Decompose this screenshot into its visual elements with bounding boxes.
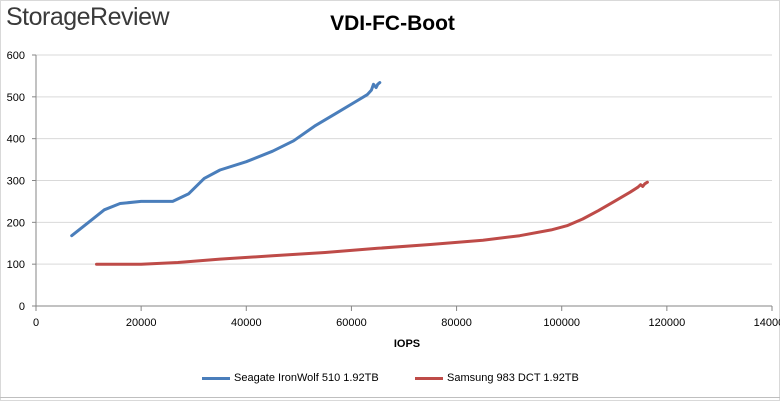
y-tick-label-0: 0 bbox=[19, 301, 25, 313]
gridlines bbox=[36, 54, 772, 265]
y-tick-label-4: 400 bbox=[7, 134, 25, 146]
legend-item-samsung: Samsung 983 DCT 1.92TB bbox=[415, 372, 579, 384]
legend-label-seagate: Seagate IronWolf 510 1.92TB bbox=[234, 372, 379, 384]
series-line-1 bbox=[95, 180, 649, 266]
x-axis-label: IOPS bbox=[394, 338, 420, 350]
bottom-rule bbox=[0, 397, 780, 398]
legend: Seagate IronWolf 510 1.92TB Samsung 983 … bbox=[0, 372, 780, 392]
legend-label-samsung: Samsung 983 DCT 1.92TB bbox=[447, 372, 579, 384]
x-tick-label-3: 60000 bbox=[336, 317, 367, 329]
x-tick-label-1: 20000 bbox=[126, 317, 157, 329]
series-line-0 bbox=[70, 81, 382, 238]
y-tick-label-2: 200 bbox=[7, 217, 25, 229]
y-tick-label-5: 500 bbox=[7, 92, 25, 104]
legend-item-seagate: Seagate IronWolf 510 1.92TB bbox=[202, 372, 379, 384]
x-tick-label-0: 0 bbox=[33, 317, 39, 329]
chart-title: VDI-FC-Boot bbox=[330, 12, 455, 35]
x-tick-label-4: 80000 bbox=[441, 317, 472, 329]
legend-swatch-samsung bbox=[415, 376, 443, 380]
legend-swatch-seagate bbox=[202, 376, 230, 380]
x-tick-label-2: 40000 bbox=[231, 317, 262, 329]
y-axis-ticks: 0 100 200 300 400 500 600 bbox=[7, 50, 36, 313]
x-tick-label-6: 120000 bbox=[648, 317, 685, 329]
brand-logo: StorageReview bbox=[6, 3, 170, 31]
x-tick-label-7: 140000 bbox=[754, 317, 780, 329]
series-lines bbox=[70, 81, 649, 266]
x-axis-ticks: 0 20000 40000 60000 80000 100000 120000 140000 bbox=[33, 306, 780, 329]
y-tick-label-6: 600 bbox=[7, 50, 25, 62]
x-tick-label-5: 100000 bbox=[543, 317, 580, 329]
y-tick-label-3: 300 bbox=[7, 176, 25, 188]
y-tick-label-1: 100 bbox=[7, 259, 25, 271]
